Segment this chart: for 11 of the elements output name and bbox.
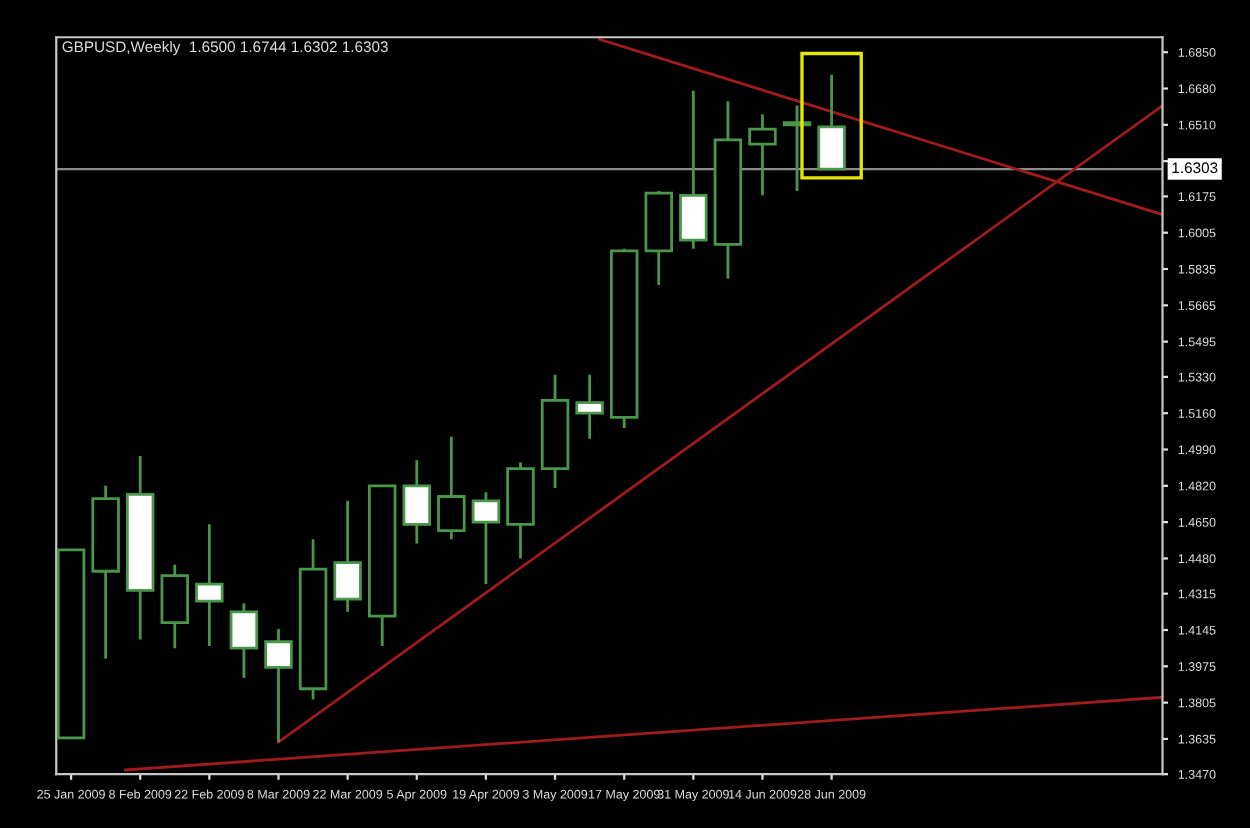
candlestick [748,112,777,197]
candlestick [195,522,224,648]
candlestick [264,627,293,744]
candlestick [125,454,155,641]
candlestick [160,563,190,650]
candlestick [402,458,431,545]
candlestick [333,499,362,614]
candlestick [575,373,604,441]
candlestick [91,484,120,661]
candlestick [713,99,743,281]
candlestick [540,373,570,490]
